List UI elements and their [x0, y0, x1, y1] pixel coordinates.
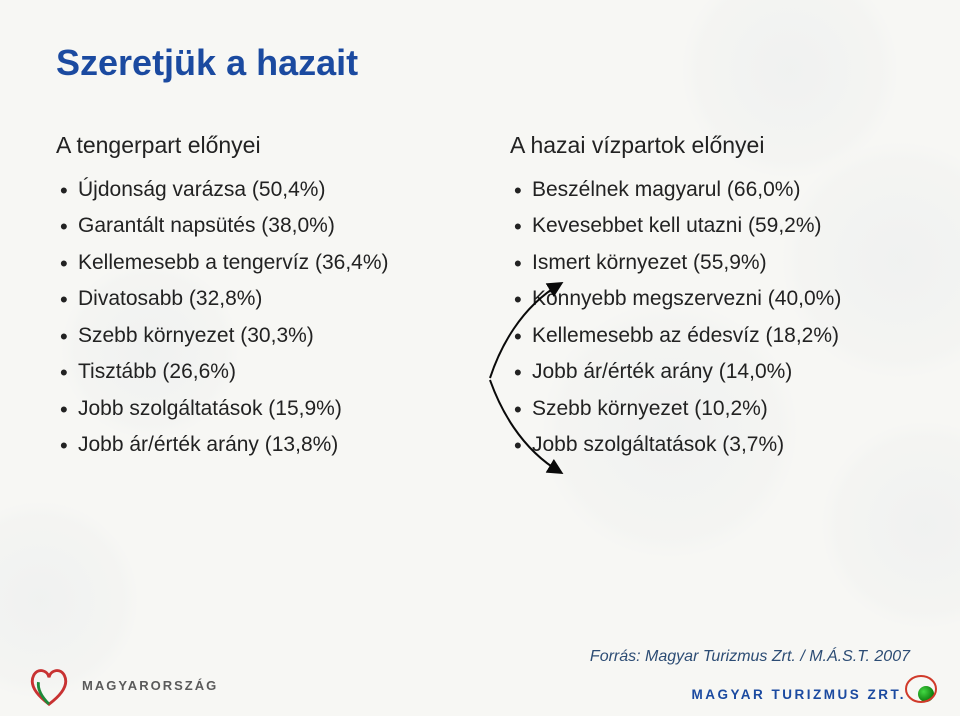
- left-heading: A tengerpart előnyei: [56, 132, 450, 159]
- slide-content: Szeretjük a hazait A tengerpart előnyei …: [0, 0, 960, 716]
- source-citation: Forrás: Magyar Turizmus Zrt. / M.Á.S.T. …: [590, 648, 910, 666]
- slide-title: Szeretjük a hazait: [56, 42, 904, 84]
- list-item: Könnyebb megszervezni (40,0%): [510, 284, 904, 314]
- left-column: A tengerpart előnyei Újdonság varázsa (5…: [56, 132, 450, 467]
- footer-left-text: MAGYARORSZÁG: [82, 678, 218, 693]
- slide-footer: Forrás: Magyar Turizmus Zrt. / M.Á.S.T. …: [0, 644, 960, 716]
- list-item: Szebb környezet (30,3%): [56, 321, 450, 351]
- list-item: Jobb ár/érték arány (14,0%): [510, 357, 904, 387]
- left-list: Újdonság varázsa (50,4%) Garantált napsü…: [56, 175, 450, 461]
- footer-brand-right: MAGYAR TURIZMUS ZRT.: [692, 686, 935, 702]
- list-item: Jobb ár/érték arány (13,8%): [56, 430, 450, 460]
- list-item: Újdonság varázsa (50,4%): [56, 175, 450, 205]
- footer-brand-left: MAGYARORSZÁG: [26, 662, 218, 708]
- list-item: Szebb környezet (10,2%): [510, 394, 904, 424]
- right-list: Beszélnek magyarul (66,0%) Kevesebbet ke…: [510, 175, 904, 461]
- list-item: Kellemesebb az édesvíz (18,2%): [510, 321, 904, 351]
- heart-logo-icon: [26, 662, 72, 708]
- right-column: A hazai vízpartok előnyei Beszélnek magy…: [510, 132, 904, 467]
- list-item: Kevesebbet kell utazni (59,2%): [510, 211, 904, 241]
- highlight-circle-icon: [904, 672, 938, 706]
- list-item: Jobb szolgáltatások (3,7%): [510, 430, 904, 460]
- list-item: Divatosabb (32,8%): [56, 284, 450, 314]
- list-item: Beszélnek magyarul (66,0%): [510, 175, 904, 205]
- list-item: Kellemesebb a tengervíz (36,4%): [56, 248, 450, 278]
- list-item: Tisztább (26,6%): [56, 357, 450, 387]
- footer-right-text: MAGYAR TURIZMUS ZRT.: [692, 687, 907, 702]
- right-heading: A hazai vízpartok előnyei: [510, 132, 904, 159]
- list-item: Garantált napsütés (38,0%): [56, 211, 450, 241]
- two-column-layout: A tengerpart előnyei Újdonság varázsa (5…: [56, 126, 904, 467]
- list-item: Jobb szolgáltatások (15,9%): [56, 394, 450, 424]
- list-item: Ismert környezet (55,9%): [510, 248, 904, 278]
